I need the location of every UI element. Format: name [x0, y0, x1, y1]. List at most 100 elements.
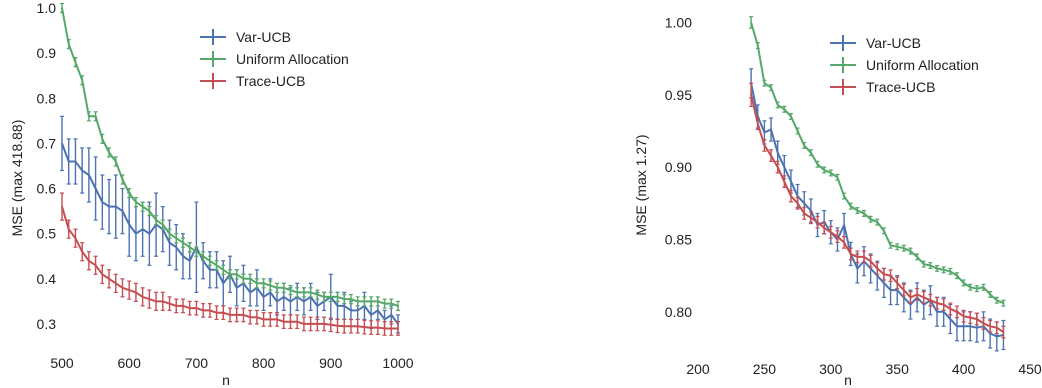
right-chart-point-uniform-allocation — [982, 286, 985, 289]
left-chart-point-trace-ucb — [289, 320, 292, 323]
right-chart-point-var-ucb — [856, 267, 859, 270]
left-chart-point-uniform-allocation — [202, 255, 205, 258]
right-chart-point-var-ucb — [883, 281, 885, 284]
left-chart-x-axis-label: n — [222, 372, 230, 388]
left-chart-point-trace-ucb — [316, 323, 319, 325]
left-chart-point-trace-ucb — [269, 318, 272, 321]
left-chart-point-trace-ucb — [67, 228, 70, 231]
left-chart-point-var-ucb — [148, 232, 151, 235]
left-chart-point-uniform-allocation — [87, 115, 90, 118]
right-chart-point-var-ucb — [796, 195, 799, 197]
right-chart-point-uniform-allocation — [896, 245, 899, 248]
right-chart-point-var-ucb — [809, 209, 812, 212]
right-chart-x-tick-label: 450 — [1018, 361, 1042, 377]
left-chart-point-var-ucb — [108, 205, 110, 208]
left-chart-point-uniform-allocation — [255, 282, 258, 285]
right-chart-point-trace-ucb — [909, 296, 912, 299]
left-chart-point-trace-ucb — [229, 314, 231, 316]
right-chart-point-uniform-allocation — [969, 286, 972, 289]
right-chart-y-tick-label: 0.80 — [665, 304, 692, 320]
right-chart-point-var-ucb — [776, 151, 779, 154]
left-chart-series — [60, 2, 400, 336]
left-chart-point-var-ucb — [235, 286, 238, 289]
left-chart-point-trace-ucb — [188, 307, 191, 310]
left-chart-point-var-ucb — [390, 314, 393, 316]
right-chart-point-var-ucb — [896, 289, 899, 292]
right-chart-point-uniform-allocation — [949, 270, 952, 273]
right-chart-point-trace-ucb — [949, 308, 952, 310]
left-chart-point-trace-ucb — [350, 325, 352, 328]
right-chart-legend-label-var-ucb: Var-UCB — [866, 35, 921, 51]
left-chart-point-uniform-allocation — [242, 277, 245, 280]
left-chart-legend-item-uniform-allocation: Uniform Allocation — [200, 51, 349, 67]
right-chart-point-uniform-allocation — [756, 44, 759, 47]
right-chart-point-uniform-allocation — [770, 86, 772, 89]
right-chart-y-tick-label: 0.90 — [665, 159, 692, 175]
left-chart-point-uniform-allocation — [282, 286, 285, 289]
left-chart-point-uniform-allocation — [343, 298, 346, 301]
left-chart-legend-label-trace-ucb: Trace-UCB — [236, 73, 306, 89]
left-chart-point-uniform-allocation — [390, 302, 393, 305]
right-chart-point-uniform-allocation — [869, 218, 872, 221]
left-chart-x-tick-label: 900 — [319, 355, 343, 371]
left-chart-point-uniform-allocation — [161, 223, 164, 226]
right-chart-point-trace-ucb — [790, 195, 792, 197]
left-chart-point-trace-ucb — [309, 323, 312, 325]
left-chart-point-trace-ucb — [208, 309, 211, 312]
left-chart-point-var-ucb — [67, 160, 70, 163]
right-chart-point-trace-ucb — [995, 326, 998, 329]
left-chart-point-uniform-allocation — [67, 43, 70, 46]
left-chart-point-trace-ucb — [135, 291, 137, 294]
left-chart-y-tick-label: 1.0 — [37, 0, 57, 16]
left-chart-point-trace-ucb — [262, 318, 265, 321]
left-chart-point-uniform-allocation — [114, 160, 117, 163]
right-chart-point-uniform-allocation — [849, 205, 852, 208]
right-chart-point-trace-ucb — [750, 93, 753, 96]
right-chart-point-trace-ucb — [803, 212, 806, 215]
right-chart-point-trace-ucb — [856, 255, 859, 258]
right-chart-point-uniform-allocation — [956, 274, 958, 277]
left-chart-point-trace-ucb — [329, 323, 332, 326]
left-chart-point-var-ucb — [356, 309, 359, 312]
left-chart-point-trace-ucb — [282, 320, 285, 323]
left-chart-x-tick-label: 800 — [252, 355, 276, 371]
left-chart-point-uniform-allocation — [269, 284, 272, 287]
left-chart-point-trace-ucb — [336, 324, 339, 327]
left-chart-point-uniform-allocation — [262, 282, 265, 285]
right-chart-point-uniform-allocation — [823, 169, 826, 171]
left-chart-point-trace-ucb — [343, 325, 346, 328]
left-chart-legend-label-var-ucb: Var-UCB — [236, 29, 291, 45]
right-chart-point-trace-ucb — [936, 302, 938, 305]
left-chart-y-tick-label: 0.7 — [37, 135, 57, 151]
left-chart-point-uniform-allocation — [168, 232, 171, 235]
left-chart-point-uniform-allocation — [74, 61, 77, 64]
left-chart-point-trace-ucb — [370, 326, 373, 329]
right-chart-point-trace-ucb — [756, 122, 759, 125]
left-chart-point-var-ucb — [121, 210, 124, 213]
right-chart-point-trace-ucb — [796, 202, 799, 205]
left-chart-point-uniform-allocation — [323, 295, 325, 298]
left-chart-point-uniform-allocation — [363, 300, 366, 303]
left-chart-x-tick-label: 700 — [185, 355, 209, 371]
right-chart-point-uniform-allocation — [876, 221, 879, 224]
left-chart-y-tick-label: 0.5 — [37, 226, 57, 242]
left-chart-point-trace-ucb — [108, 277, 110, 280]
right-chart-point-var-ucb — [922, 303, 925, 306]
left-chart-x-tick-label: 1000 — [382, 355, 413, 371]
left-chart-point-uniform-allocation — [175, 237, 178, 240]
left-chart-y-tick-label: 0.4 — [37, 271, 57, 287]
right-chart-point-uniform-allocation — [883, 229, 885, 232]
left-chart-point-trace-ucb — [323, 323, 325, 325]
left-chart-point-uniform-allocation — [215, 264, 218, 267]
right-chart-point-trace-ucb — [816, 221, 819, 224]
left-chart-legend-item-var-ucb: Var-UCB — [200, 29, 291, 45]
left-chart-point-trace-ucb — [61, 205, 63, 208]
left-chart-point-trace-ucb — [81, 250, 84, 253]
left-chart-point-var-ucb — [262, 295, 265, 298]
right-chart-point-uniform-allocation — [816, 163, 819, 166]
left-chart-point-trace-ucb — [94, 264, 97, 267]
right-chart-point-var-ucb — [843, 224, 845, 226]
right-chart-x-tick-label: 350 — [886, 361, 910, 377]
right-chart-series-trace-ucb — [749, 82, 1006, 339]
right-chart-series — [749, 16, 1006, 352]
